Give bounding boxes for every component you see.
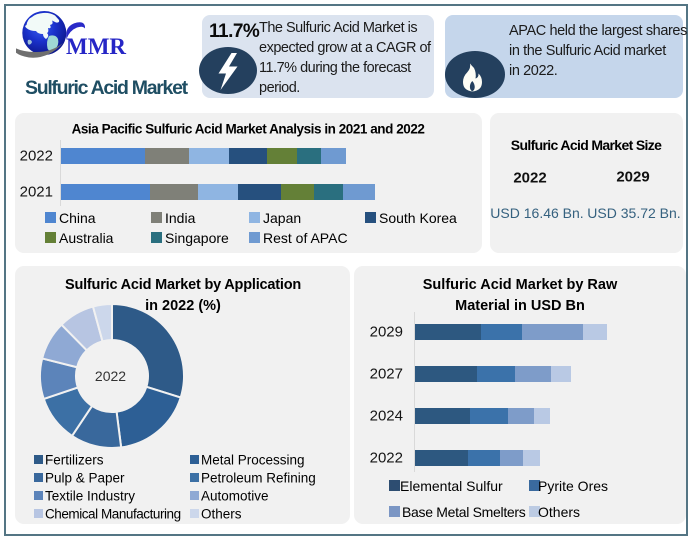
svg-text:MMR: MMR <box>66 34 126 59</box>
